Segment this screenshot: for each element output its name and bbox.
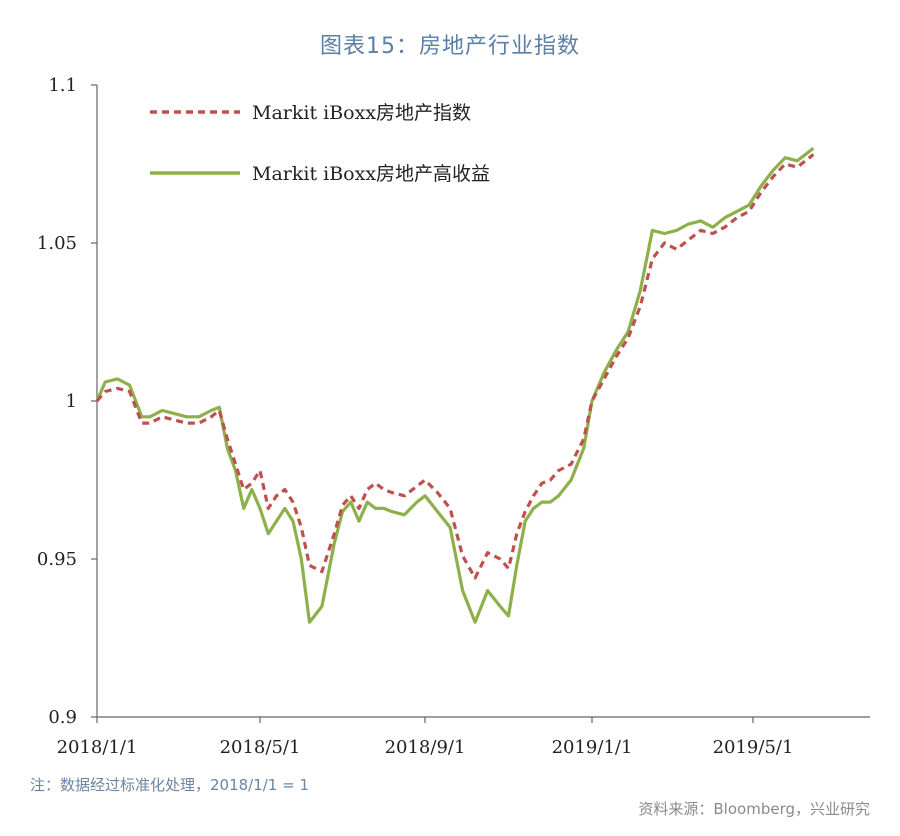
y-tick-label: 1.05 xyxy=(37,233,77,254)
x-tick-label: 2018/9/1 xyxy=(385,737,466,758)
x-tick-label: 2018/1/1 xyxy=(57,737,138,758)
y-tick-label: 1 xyxy=(66,391,77,412)
x-tick-label: 2019/5/1 xyxy=(713,737,794,758)
x-tick-label: 2018/5/1 xyxy=(220,737,301,758)
legend: Markit iBoxx房地产指数 Markit iBoxx房地产高收益 xyxy=(150,102,490,185)
chart-title: 图表15：房地产行业指数 xyxy=(320,34,580,59)
legend-label: Markit iBoxx房地产指数 xyxy=(252,102,471,124)
chart-source: 资料来源：Bloomberg，兴业研究 xyxy=(638,800,870,818)
series-layer xyxy=(95,146,815,624)
y-tick-label: 1.1 xyxy=(48,75,77,96)
legend-label: Markit iBoxx房地产高收益 xyxy=(252,163,490,185)
axes: 0.9 0.95 1 1.05 1.1 2018/1/1 2018/5/1 2018/9/1 2… xyxy=(37,75,870,758)
series-line-index xyxy=(95,153,815,580)
y-tick-label: 0.9 xyxy=(48,707,77,728)
chart-note: 注：数据经过标准化处理，2018/1/1 = 1 xyxy=(30,776,310,794)
x-tick-label: 2019/1/1 xyxy=(552,737,633,758)
series-line-high-yield xyxy=(95,146,815,624)
y-tick-label: 0.95 xyxy=(37,549,77,570)
